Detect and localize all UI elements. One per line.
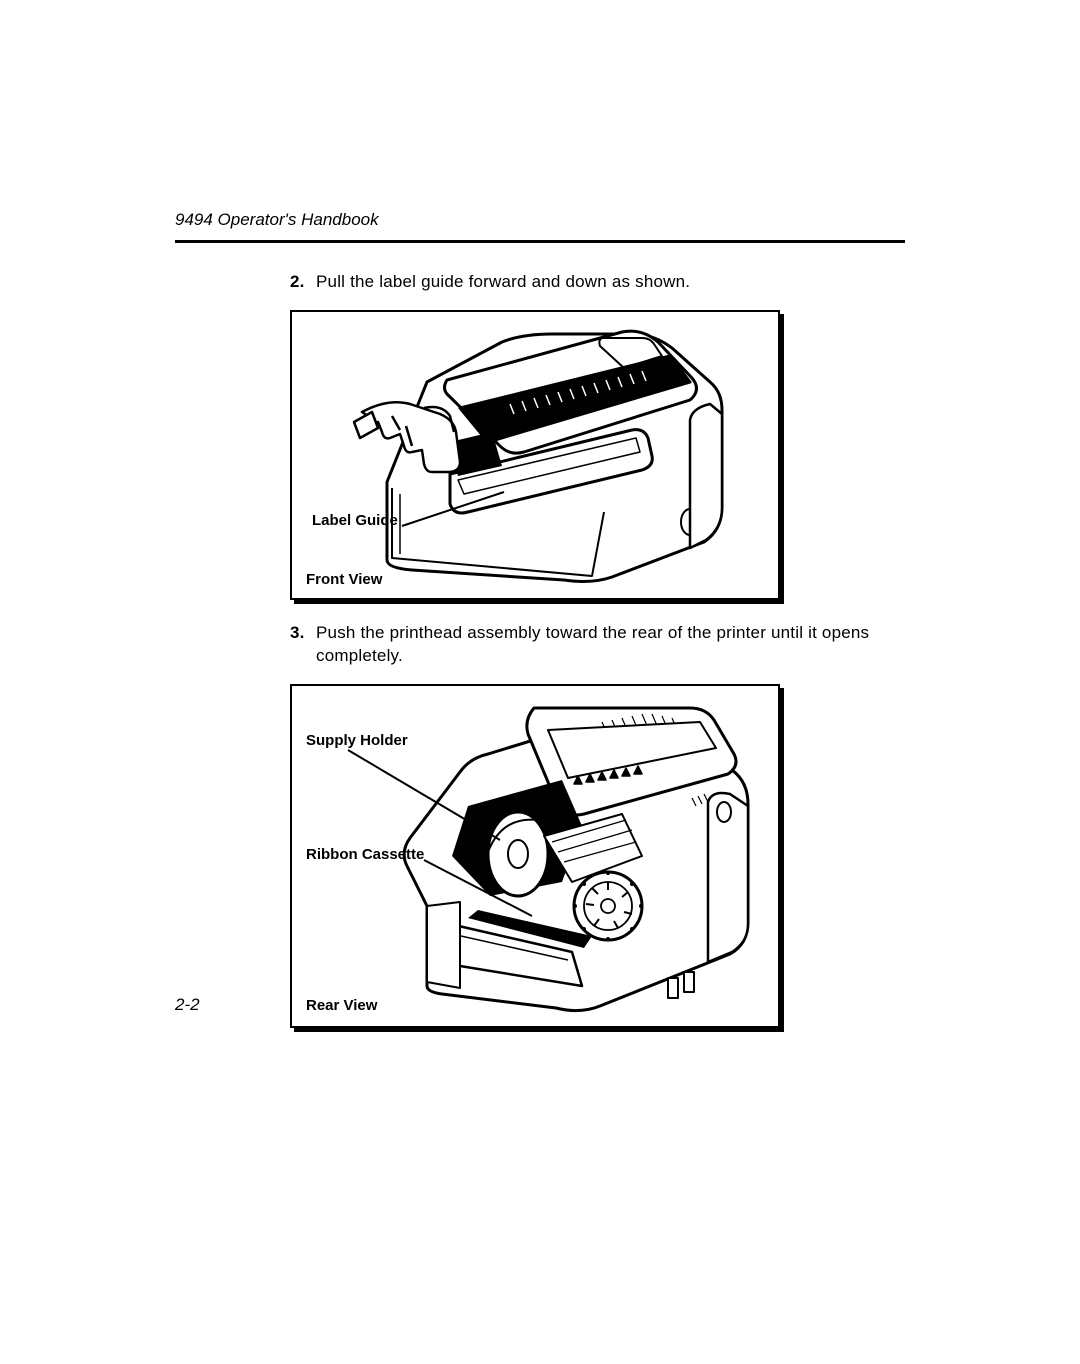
callout-ribbon-cassette: Ribbon Cassette [306,846,424,863]
view-caption: Front View [306,571,382,588]
figure-frame: Label Guide Front View [290,310,780,600]
figure-front-view: Label Guide Front View [290,310,780,600]
step-number: 2. [290,271,316,294]
view-caption: Rear View [306,997,377,1014]
page-number: 2-2 [175,995,200,1015]
body-content: 2. Pull the label guide forward and down… [175,243,905,1028]
callout-line-icon [424,858,544,928]
callout-label-guide: Label Guide [312,512,398,529]
step-2: 2. Pull the label guide forward and down… [290,271,905,294]
step-text: Pull the label guide forward and down as… [316,271,905,294]
figure-frame: Supply Holder Ribbon Cassette Rear View [290,684,780,1028]
step-text: Push the printhead assembly toward the r… [316,622,905,668]
page-content: 9494 Operator's Handbook 2. Pull the lab… [175,210,905,1050]
printer-front-illustration [292,312,782,602]
callout-line-icon [348,746,508,856]
step-3: 3. Push the printhead assembly toward th… [290,622,905,668]
callout-line-icon [402,510,512,540]
step-number: 3. [290,622,316,668]
running-header: 9494 Operator's Handbook [175,210,905,238]
figure-rear-view: Supply Holder Ribbon Cassette Rear View [290,684,780,1028]
